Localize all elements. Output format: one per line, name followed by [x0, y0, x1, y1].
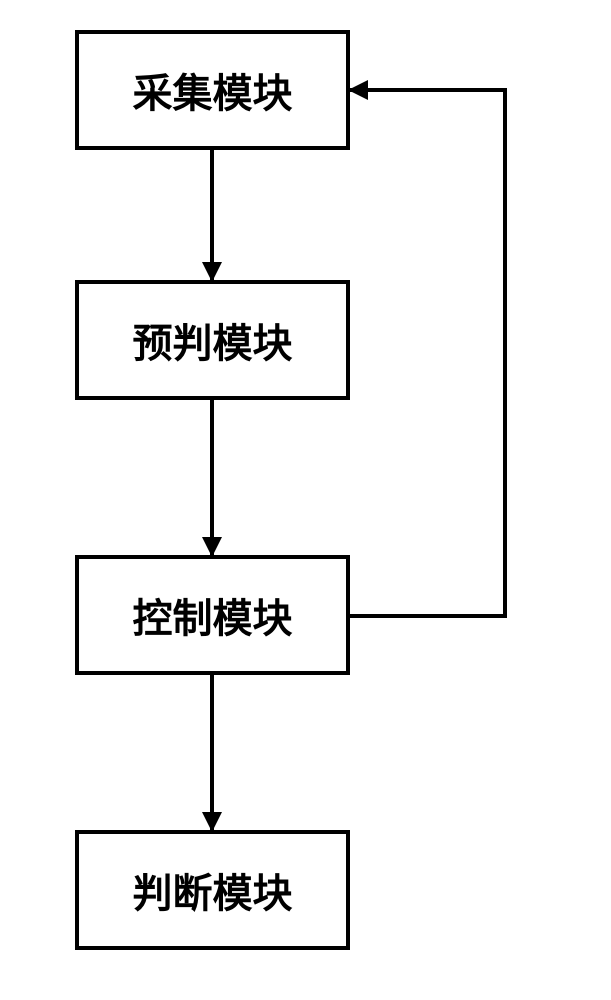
- node-control: 控制模块: [75, 555, 350, 675]
- node-judge: 判断模块: [75, 830, 350, 950]
- node-label-collect: 采集模块: [133, 61, 293, 119]
- edge-control-to-collect: [350, 90, 505, 616]
- node-collect: 采集模块: [75, 30, 350, 150]
- node-label-prejudge: 预判模块: [133, 311, 293, 369]
- flowchart-canvas: 采集模块预判模块控制模块判断模块: [0, 0, 611, 1000]
- node-prejudge: 预判模块: [75, 280, 350, 400]
- node-label-control: 控制模块: [133, 586, 293, 644]
- node-label-judge: 判断模块: [133, 861, 293, 919]
